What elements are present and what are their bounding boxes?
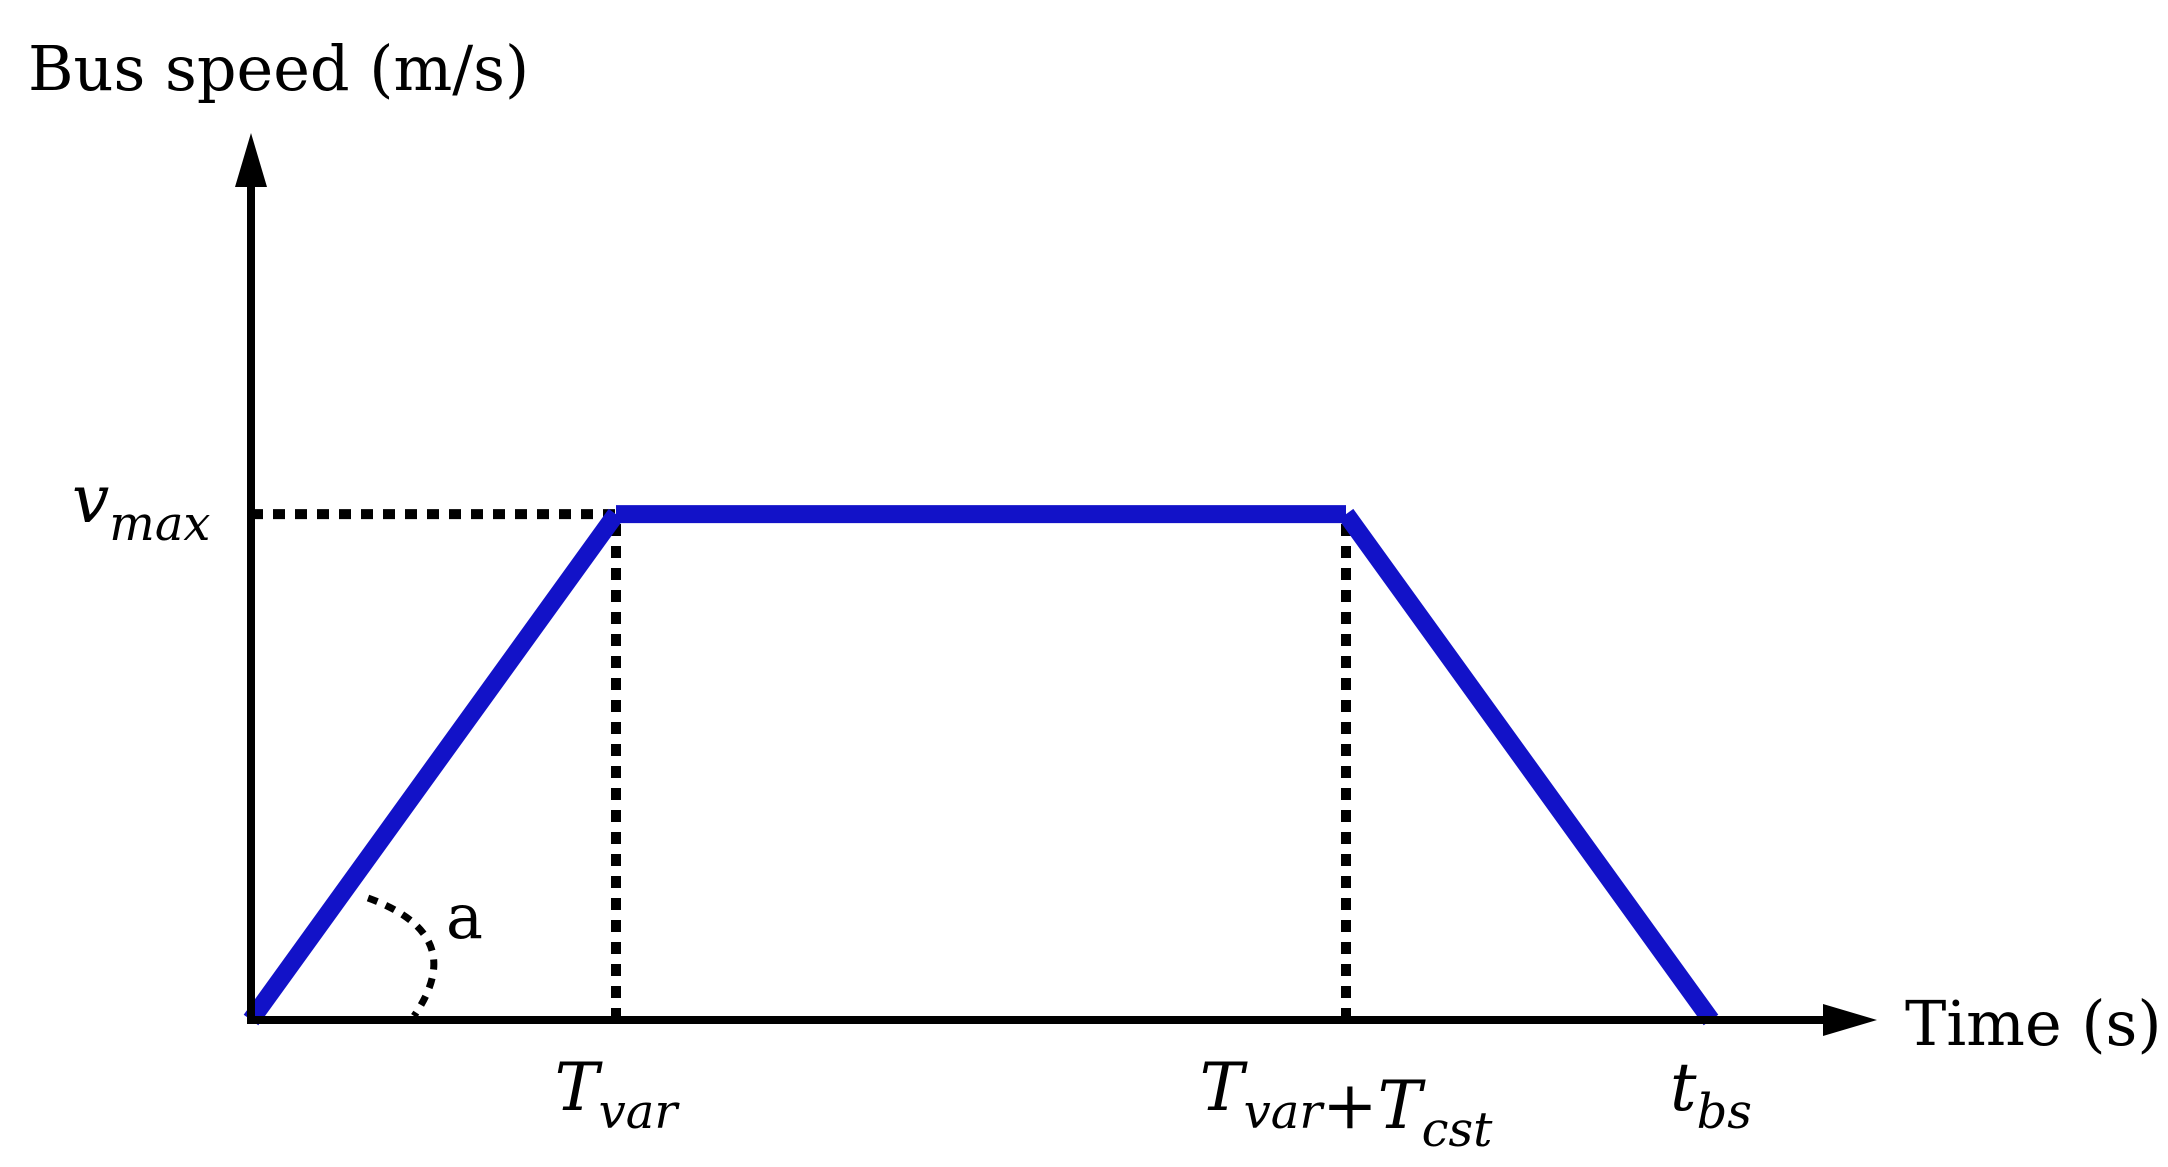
angle-label: a <box>446 880 483 953</box>
x-tick-1: Tvar+Tcst <box>1200 1049 1494 1158</box>
angle-arc <box>366 894 438 1018</box>
y-tick-vmax: vmax <box>72 461 211 552</box>
x-tick-2: tbs <box>1670 1049 1752 1140</box>
x-tick-0: Tvar <box>555 1049 681 1140</box>
x-axis-arrow <box>1823 1004 1877 1036</box>
y-axis-arrow <box>235 133 267 187</box>
y-axis-title: Bus speed (m/s) <box>28 32 529 105</box>
speed-segment-0-0 <box>243 508 624 1026</box>
speed-segment-0-2 <box>1338 508 1719 1026</box>
x-axis-title: Time (s) <box>1905 987 2162 1060</box>
